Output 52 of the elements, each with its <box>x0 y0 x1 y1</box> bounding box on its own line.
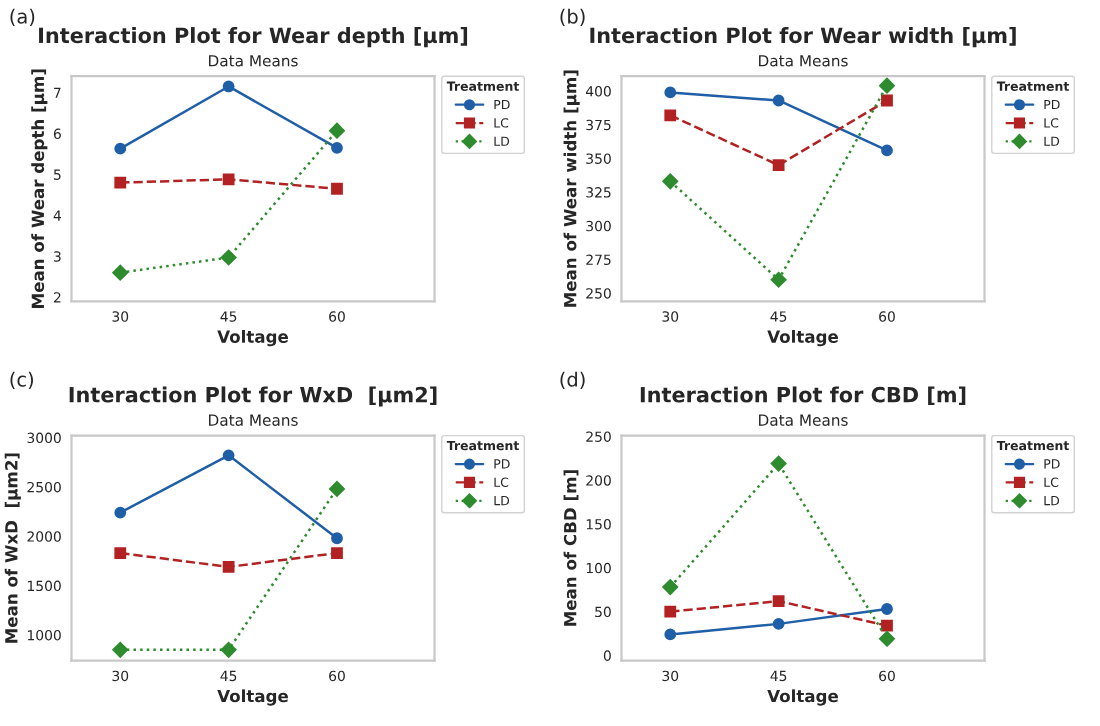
y-axis-title: Mean of CBD [m] <box>563 470 579 626</box>
point <box>220 641 237 658</box>
point <box>772 617 785 630</box>
point <box>662 579 679 596</box>
point <box>662 173 679 190</box>
point <box>881 619 893 632</box>
x-axis-title: Voltage <box>217 689 288 706</box>
point <box>331 141 343 154</box>
point <box>114 547 127 559</box>
point <box>112 641 129 658</box>
point <box>222 560 235 573</box>
point <box>222 449 235 462</box>
point <box>770 271 787 288</box>
point <box>664 86 677 99</box>
point <box>114 506 127 519</box>
point <box>222 80 235 93</box>
point <box>222 173 235 186</box>
point <box>331 547 343 559</box>
chart-title: Interaction Plot for Wear depth [µm] <box>39 27 468 48</box>
chart-title: Interaction Plot for WxD [µm2] <box>69 386 437 407</box>
y-axis-title: Mean of Wear depth [µm] <box>31 69 48 308</box>
point <box>772 159 785 172</box>
y-axis-title: Mean of Wear width [µm] <box>563 70 580 307</box>
point <box>879 630 895 647</box>
x-axis-title: Voltage <box>767 689 838 706</box>
point <box>114 142 127 155</box>
point <box>220 249 237 266</box>
point <box>881 94 893 107</box>
text: (a) <box>10 8 35 27</box>
point <box>772 94 785 107</box>
point <box>879 77 895 94</box>
y-axis-title: Mean of WxD [µm2] <box>4 453 21 643</box>
point <box>770 455 787 472</box>
chart-title: Interaction Plot for CBD [m] <box>640 386 966 406</box>
point <box>331 182 343 195</box>
text: (d) <box>560 371 585 390</box>
text: (c) <box>10 371 33 390</box>
point <box>881 603 893 615</box>
x-axis-title: Voltage <box>767 330 838 347</box>
point <box>881 144 893 157</box>
point <box>329 122 345 139</box>
point <box>331 532 343 545</box>
chart-title: Interaction Plot for Wear width [µm] <box>590 27 1016 48</box>
point <box>112 264 129 281</box>
text: (b) <box>560 8 585 27</box>
point <box>114 176 127 189</box>
point <box>664 605 677 618</box>
point <box>772 595 785 608</box>
x-axis-title: Voltage <box>217 330 288 347</box>
point <box>664 628 677 641</box>
point <box>329 480 345 497</box>
point <box>664 109 677 122</box>
